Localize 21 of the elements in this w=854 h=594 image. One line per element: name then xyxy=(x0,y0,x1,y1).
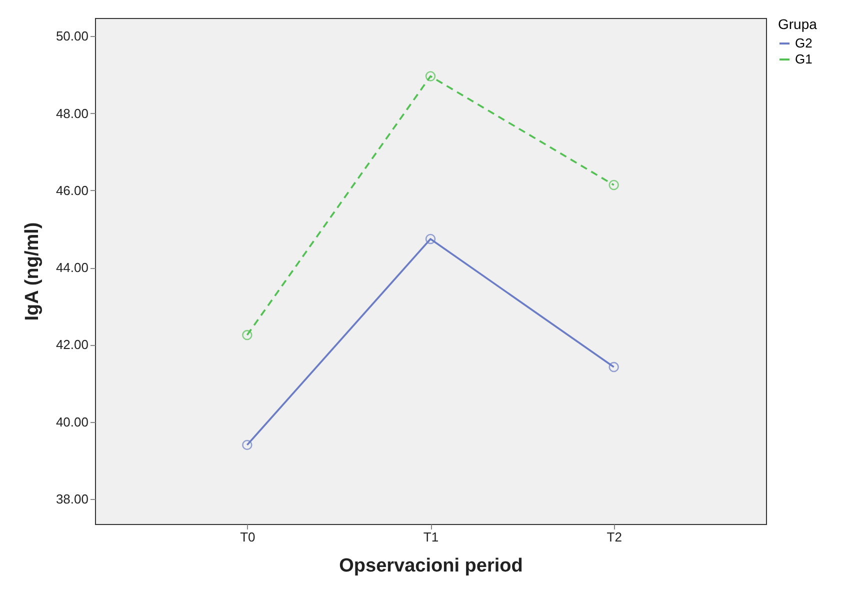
x-tick-label: T1 xyxy=(423,530,439,544)
y-tick-label: 46.00 xyxy=(56,182,88,198)
y-tick-label: 50.00 xyxy=(56,28,88,44)
x-tick-label: T0 xyxy=(240,530,256,544)
y-tick-label: 48.00 xyxy=(56,106,88,121)
point xyxy=(425,71,436,82)
y-tick-label: 38.00 xyxy=(56,491,88,506)
point xyxy=(608,180,619,190)
point xyxy=(425,234,436,244)
point xyxy=(242,440,252,450)
point xyxy=(608,362,619,372)
y-tick-label: 44.00 xyxy=(56,260,88,276)
y-tick-label: 42.00 xyxy=(56,337,88,352)
legend-label: G1 xyxy=(795,52,812,66)
point xyxy=(242,330,252,340)
x-axis-title: Opservacioni period xyxy=(339,556,523,576)
x-tick-label: T2 xyxy=(606,530,622,544)
y-tick-label: 40.00 xyxy=(56,414,88,430)
legend-label: G2 xyxy=(795,36,812,50)
legend-title: Grupa xyxy=(778,16,818,32)
y-axis-title: IgA (ng/ml) xyxy=(22,222,43,321)
